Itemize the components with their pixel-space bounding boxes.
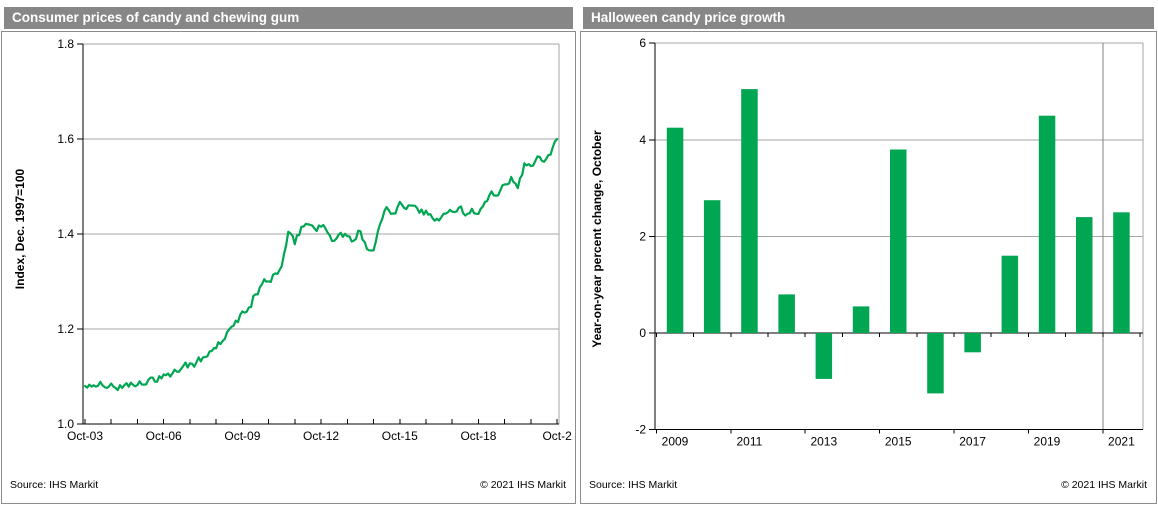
panel-candy-price-index: Consumer prices of candy and chewing gum… xyxy=(0,0,577,506)
candy-price-growth-bar-chart: -2 0 2 4 6 2009 2011 2013 2015 2017 2019 2021 xyxy=(635,36,1144,449)
bar-2010 xyxy=(703,200,721,333)
right-copyright-note: © 2021 IHS Markit xyxy=(1061,479,1147,491)
x-tick-label: Oct-09 xyxy=(224,429,260,443)
y-tick-label: 1.2 xyxy=(57,322,74,336)
x-tick-label: 2009 xyxy=(662,435,689,449)
y-tick-label: 4 xyxy=(639,133,646,147)
x-tick-label: 2011 xyxy=(736,435,762,449)
x-tick-label: 2013 xyxy=(810,435,837,449)
bar-2016 xyxy=(927,333,944,394)
panel-halloween-candy-growth: Halloween candy price growth -2 0 2 4 6 2009 2… xyxy=(579,0,1158,506)
left-y-axis-label: Index, Dec. 1997=100 xyxy=(13,168,27,290)
y-tick-label: 1.6 xyxy=(57,132,74,146)
x-tick-label: Oct-06 xyxy=(146,429,182,443)
x-tick-label: Oct-2 xyxy=(542,429,572,443)
right-source-note: Source: IHS Markit xyxy=(589,479,678,491)
y-tick-label: 6 xyxy=(639,36,646,50)
y-tick-label: 2 xyxy=(639,229,646,243)
left-chart-area: 1.0 1.2 1.4 1.6 1.8 Oct-03 Oct-06 Oct-09 Oct-12 O… xyxy=(1,31,576,504)
y-tick-label: 0 xyxy=(639,326,646,340)
bar-2018 xyxy=(1001,255,1019,333)
bar-2017 xyxy=(964,333,981,353)
candy-price-index-line-chart: 1.0 1.2 1.4 1.6 1.8 Oct-03 Oct-06 Oct-09 Oct-12 O… xyxy=(57,37,572,443)
bar-2012 xyxy=(778,294,795,333)
bar-2015 xyxy=(890,149,907,333)
right-y-axis-label: Year-on-year percent change, October xyxy=(590,130,604,348)
right-chart-area: -2 0 2 4 6 2009 2011 2013 2015 2017 2019 2021 Year-… xyxy=(580,31,1157,504)
x-tick-label: Oct-12 xyxy=(303,429,339,443)
x-tick-label: Oct-15 xyxy=(382,429,418,443)
bar-2019 xyxy=(1038,115,1056,333)
left-chart-title: Consumer prices of candy and chewing gum xyxy=(4,7,573,29)
left-copyright-note: © 2021 IHS Markit xyxy=(480,479,566,491)
right-chart-title: Halloween candy price growth xyxy=(583,7,1154,29)
bar-2021 xyxy=(1113,212,1130,334)
y-tick-label: -2 xyxy=(635,423,646,437)
price-index-line xyxy=(83,137,559,392)
x-tick-label: 2017 xyxy=(959,435,986,449)
left-source-note: Source: IHS Markit xyxy=(10,479,99,491)
y-tick-label: 1.4 xyxy=(57,227,74,241)
y-tick-label: 1.0 xyxy=(57,417,74,431)
bar-2009 xyxy=(666,127,684,333)
x-tick-label: 2019 xyxy=(1034,435,1061,449)
x-tick-label: Oct-03 xyxy=(67,429,103,443)
x-tick-label: 2021 xyxy=(1108,435,1135,449)
y-tick-label: 1.8 xyxy=(57,37,74,51)
bar-2014 xyxy=(852,306,870,333)
x-tick-label: Oct-18 xyxy=(460,429,496,443)
bar-2020 xyxy=(1076,217,1093,333)
x-tick-label: 2015 xyxy=(885,435,912,449)
bar-2011 xyxy=(741,89,758,333)
bar-2013 xyxy=(815,333,833,379)
